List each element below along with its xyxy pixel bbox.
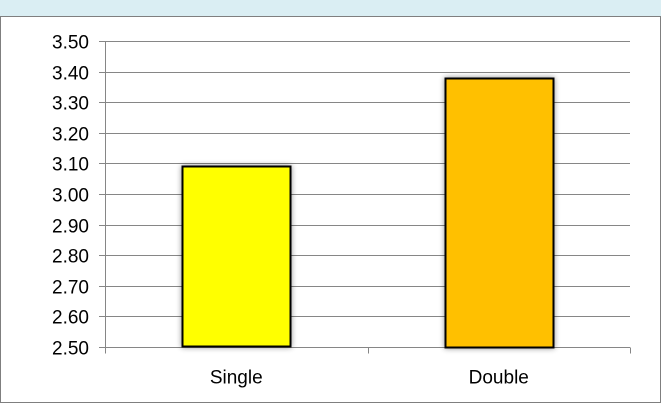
top-strip	[0, 0, 661, 16]
y-tick-label: 3.40	[52, 64, 89, 85]
x-tick-label-double: Double	[469, 368, 529, 389]
bar-chart: 2.50 2.60 2.70 2.80 2.90 3.00 3.10 3.20 3.30 3.40…	[52, 33, 631, 389]
chart-area: 2.50 2.60 2.70 2.80 2.90 3.00 3.10 3.20 3.30 3.40…	[0, 16, 661, 403]
y-tick-label: 3.50	[52, 33, 89, 54]
y-tick-label: 2.80	[52, 247, 89, 268]
x-tick-label-single: Single	[210, 368, 263, 389]
bars	[181, 77, 555, 349]
y-tick-label: 3.20	[52, 125, 89, 146]
y-tick-label: 3.10	[52, 155, 89, 176]
y-tick-label: 3.30	[52, 94, 89, 115]
y-tick-label: 2.60	[52, 308, 89, 329]
bar-double	[444, 77, 555, 349]
bar-single	[181, 165, 292, 348]
y-tick-label: 3.00	[52, 186, 89, 207]
y-tick-label: 2.70	[52, 278, 89, 299]
y-tick-label: 2.90	[52, 217, 89, 238]
tick-labels: 2.50 2.60 2.70 2.80 2.90 3.00 3.10 3.20 3.30 3.40…	[52, 33, 529, 389]
y-tick-label: 2.50	[52, 339, 89, 360]
